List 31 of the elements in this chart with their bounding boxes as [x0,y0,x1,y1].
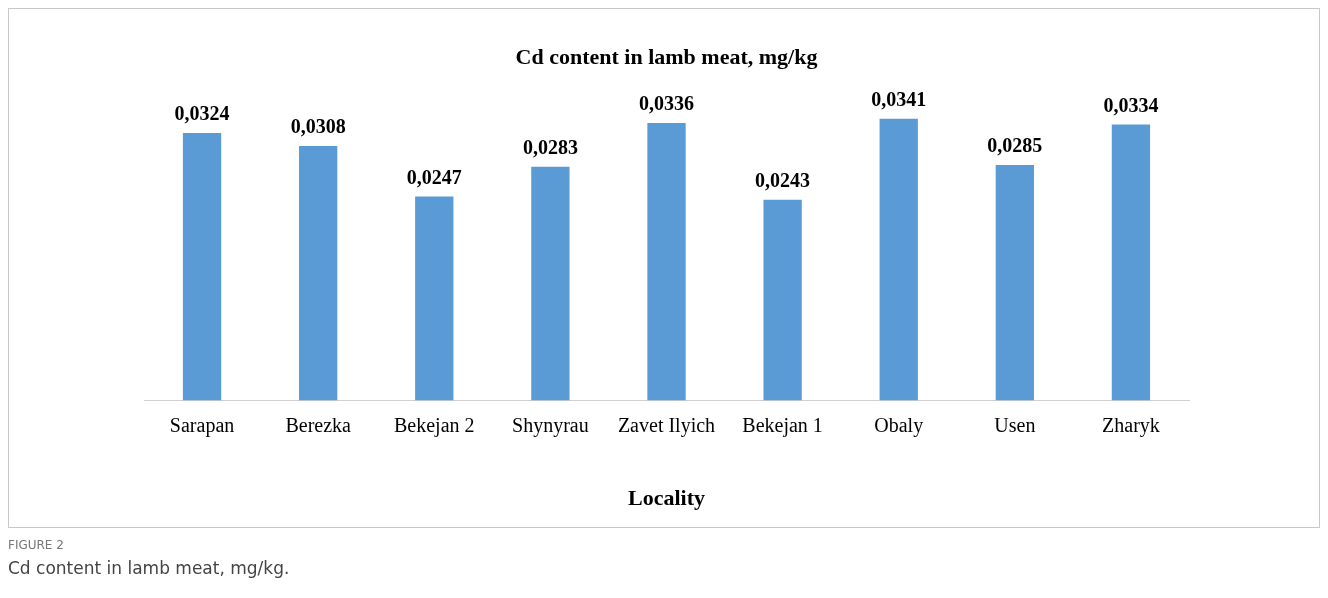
data-label: 0,0324 [174,102,230,125]
x-tick-label: Berezka [285,413,352,436]
x-tick-label: Bekejan 2 [394,413,475,437]
bar [299,146,338,401]
caption: FIGURE 2 [8,538,65,552]
data-label: 0,0334 [1103,93,1159,116]
chart-title: Cd content in lamb meat, mg/kg [515,43,818,69]
data-label: 0,0247 [406,165,462,188]
bar [647,122,686,401]
bar [995,165,1034,401]
bar [879,118,918,401]
data-label: 0,0285 [987,134,1043,157]
x-axis-title: Locality [628,485,705,511]
x-tick-label: Zharyk [1102,413,1160,437]
text: Cd content in lamb meat, mg/kg. [8,558,291,578]
x-tick-label: Shynyrau [512,413,589,437]
data-label: 0,0308 [290,115,346,138]
bar [182,132,222,401]
data-label: 0,0341 [871,88,927,111]
data-label: 0,0283 [522,135,578,158]
x-tick-label: Sarapan [169,413,235,437]
data-label: 0,0243 [755,168,811,191]
bar [763,199,802,401]
x-tick-label: Bekejan 1 [742,413,823,437]
x-tick-label: Obaly [874,413,924,437]
bar [1111,124,1151,401]
x-tick-label: Zavet Ilyich [617,413,716,437]
bar [531,166,570,401]
bar [415,196,454,401]
x-tick-label: Usen [994,413,1036,436]
data-label: 0,0336 [639,92,694,115]
